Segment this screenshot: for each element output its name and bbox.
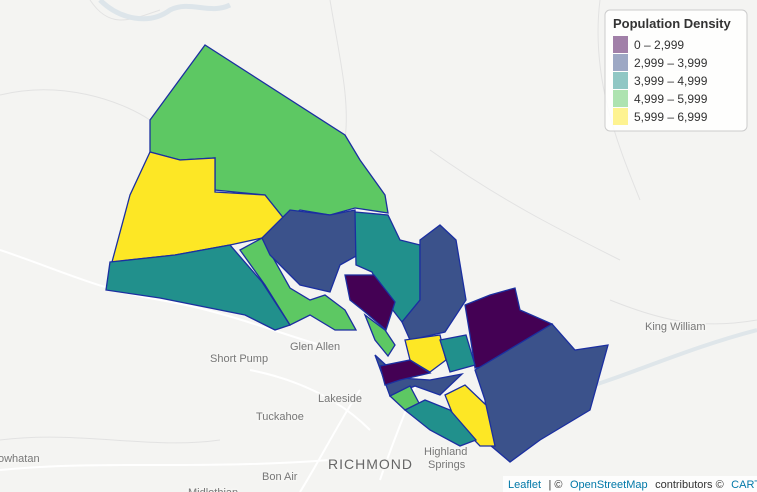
- region: [439, 334, 476, 373]
- place-label: owhatan: [0, 453, 40, 465]
- legend: Population Density 0 – 2,999 2,999 – 3,99…: [604, 9, 748, 132]
- place-label: Short Pump: [210, 353, 268, 365]
- region: [403, 399, 478, 447]
- attribution-box: [503, 476, 757, 492]
- choropleth: [105, 44, 609, 463]
- region: [344, 274, 396, 332]
- place-label: Bon Air: [262, 471, 298, 483]
- leaflet-link[interactable]: Leaflet: [508, 479, 541, 491]
- region: [379, 359, 432, 386]
- place-label: Springs: [428, 459, 466, 471]
- region: [239, 237, 358, 331]
- region: [261, 209, 359, 293]
- place-label: King William: [645, 321, 706, 333]
- attribution-text: Leaflet | © OpenStreetMap contributors ©…: [508, 475, 757, 492]
- legend-label: 4,999 – 5,999: [634, 92, 708, 106]
- region: [401, 224, 467, 341]
- legend-items: 0 – 2,999 2,999 – 3,999 3,999 – 4,999 4,999…: [613, 36, 708, 125]
- legend-swatch: [613, 108, 628, 125]
- legend-title: Population Density: [613, 16, 732, 31]
- attribution-sep: | ©: [548, 479, 562, 491]
- legend-swatch: [613, 54, 628, 71]
- place-label: RICHMOND: [328, 456, 413, 472]
- place-labels: Short Pump Glen Allen Lakeside Tuckahoe RICH…: [0, 320, 707, 492]
- attribution-contrib: contributors ©: [655, 479, 724, 491]
- osm-link[interactable]: OpenStreetMap: [570, 479, 648, 491]
- attribution: Leaflet | © OpenStreetMap contributors ©…: [503, 475, 757, 492]
- carto-link[interactable]: CARTO: [731, 479, 757, 491]
- region: [105, 244, 292, 331]
- place-label: Glen Allen: [290, 341, 340, 353]
- legend-swatch: [613, 72, 628, 89]
- place-label: Tuckahoe: [256, 411, 304, 423]
- legend-label: 3,999 – 4,999: [634, 74, 708, 88]
- legend-label: 5,999 – 6,999: [634, 110, 708, 124]
- place-label: Lakeside: [318, 393, 362, 405]
- legend-label: 0 – 2,999: [634, 38, 684, 52]
- place-label: Midlothian: [188, 487, 238, 492]
- legend-swatch: [613, 90, 628, 107]
- place-label: Highland: [424, 446, 467, 458]
- legend-label: 2,999 – 3,999: [634, 56, 708, 70]
- legend-box: [604, 9, 748, 132]
- region: [363, 313, 396, 358]
- legend-swatch: [613, 36, 628, 53]
